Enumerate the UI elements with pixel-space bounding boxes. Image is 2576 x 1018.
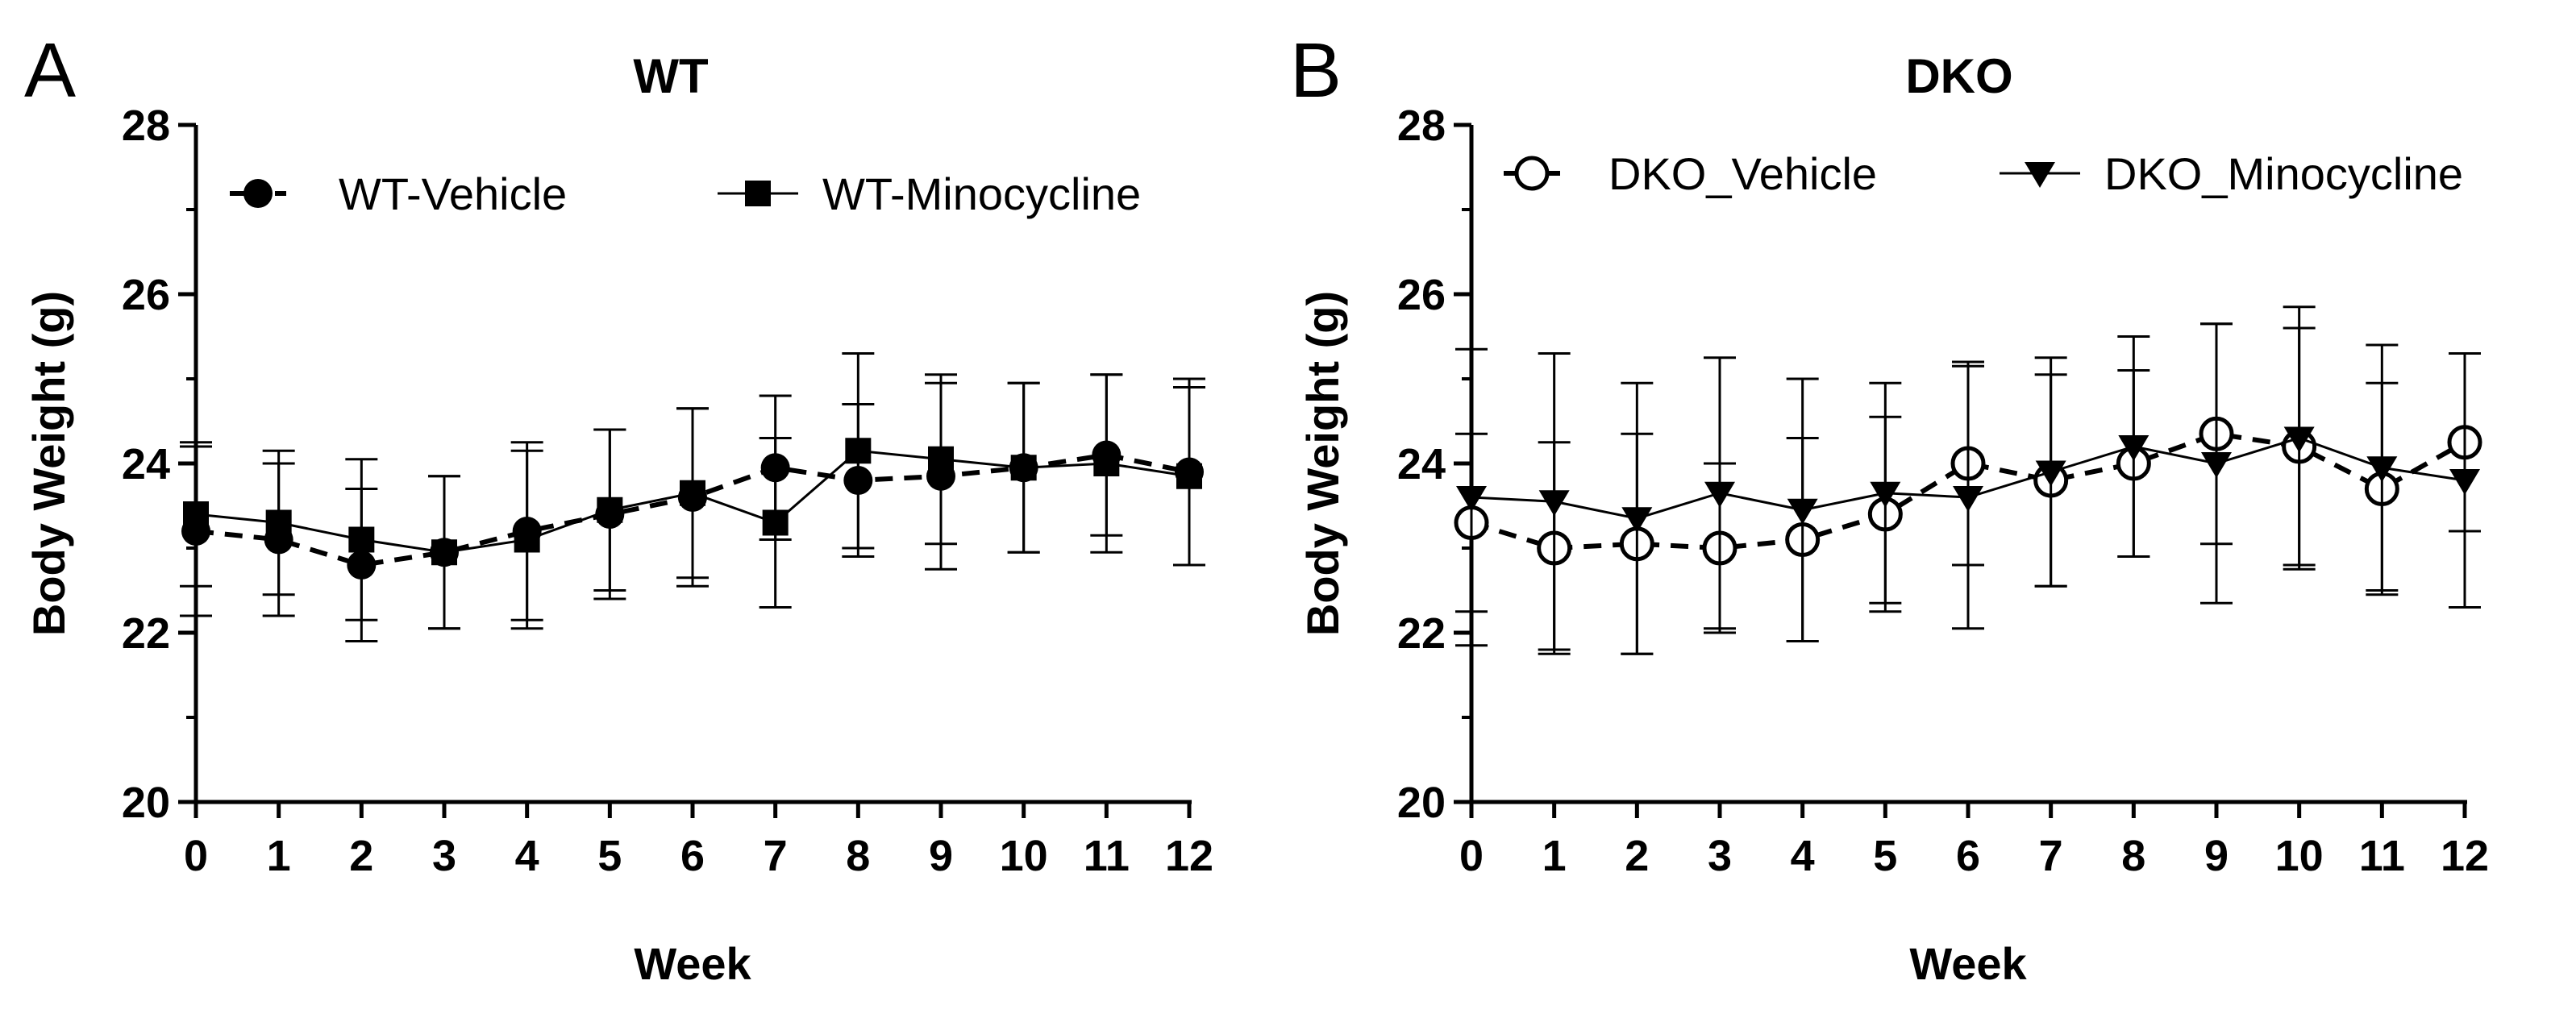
x-tick-label: 0	[1459, 832, 1484, 880]
y-tick-label: 20	[122, 779, 170, 827]
data-point	[348, 526, 375, 553]
data-point	[1953, 486, 1983, 512]
data-point	[845, 438, 872, 464]
x-tick-label: 5	[597, 832, 622, 880]
data-point	[928, 446, 954, 472]
x-tick-label: 11	[2359, 832, 2405, 880]
legend-entry: WT-Minocycline	[718, 168, 1141, 219]
legend-entry: DKO_Minocycline	[2000, 148, 2463, 199]
data-point	[2449, 469, 2480, 495]
y-tick-label: 26	[122, 271, 170, 319]
data-point	[1176, 463, 1202, 489]
x-tick-label: 12	[1165, 832, 1213, 880]
data-point	[1538, 490, 1570, 517]
data-point	[1787, 498, 1818, 525]
data-point	[183, 501, 209, 527]
data-point	[2035, 460, 2066, 487]
data-point	[1456, 486, 1487, 512]
y-axis-label: Body Weight (g)	[1297, 291, 1348, 636]
panel-letter: B	[1290, 27, 1342, 114]
x-tick-label: 11	[1084, 832, 1130, 880]
legend-marker	[745, 181, 771, 206]
x-tick-label: 2	[1625, 832, 1649, 880]
legend-label: WT-Minocycline	[822, 168, 1141, 219]
panel-letter: A	[24, 27, 76, 114]
data-point	[2366, 456, 2398, 483]
x-tick-label: 6	[1956, 832, 1980, 880]
x-tick-label: 6	[680, 832, 705, 880]
x-axis-label: Week	[634, 938, 751, 989]
data-point	[597, 497, 623, 523]
data-point	[1010, 455, 1037, 481]
legend-label: DKO_Vehicle	[1608, 148, 1877, 199]
y-tick-label: 24	[122, 440, 170, 488]
y-tick-label: 26	[1397, 271, 1446, 319]
chart-title: WT	[633, 49, 708, 103]
data-point	[431, 539, 457, 566]
y-tick-label: 22	[1397, 609, 1446, 658]
series-1	[1455, 305, 2481, 655]
x-tick-label: 8	[2121, 832, 2145, 880]
legend-entry: DKO_Vehicle	[1504, 148, 1877, 199]
x-tick-label: 8	[846, 832, 870, 880]
y-tick-label: 24	[1397, 440, 1446, 488]
legend-label: WT-Vehicle	[339, 168, 567, 219]
data-point	[514, 526, 540, 553]
legend-marker	[243, 179, 273, 208]
legend-marker	[2025, 162, 2055, 188]
data-point	[2201, 452, 2232, 478]
x-tick-label: 12	[2441, 832, 2489, 880]
data-point	[680, 480, 705, 506]
x-tick-label: 3	[1708, 832, 1732, 880]
legend-marker	[1514, 156, 1550, 191]
chart-title: DKO	[1905, 49, 2012, 103]
x-tick-label: 5	[1873, 832, 1897, 880]
x-tick-label: 2	[349, 832, 373, 880]
data-point	[762, 509, 789, 536]
x-tick-label: 9	[2204, 832, 2229, 880]
data-point	[2118, 435, 2149, 461]
data-point	[265, 509, 292, 536]
y-tick-label: 28	[122, 102, 170, 150]
data-point	[1704, 481, 1735, 508]
y-axis-label: Body Weight (g)	[23, 291, 74, 636]
x-tick-label: 7	[2039, 832, 2063, 880]
x-tick-label: 0	[184, 832, 208, 880]
y-tick-label: 20	[1397, 779, 1446, 827]
x-tick-label: 3	[432, 832, 456, 880]
x-tick-label: 4	[515, 832, 539, 880]
data-point	[1093, 451, 1120, 476]
x-tick-label: 1	[267, 832, 291, 880]
y-tick-label: 22	[122, 609, 170, 658]
y-tick-label: 28	[1397, 102, 1446, 150]
series-1	[180, 352, 1205, 630]
legend-label: DKO_Minocycline	[2104, 148, 2463, 199]
x-tick-label: 10	[2275, 832, 2324, 880]
x-tick-label: 9	[929, 832, 953, 880]
data-point	[1870, 481, 1901, 508]
legend-entry: WT-Vehicle	[230, 168, 567, 219]
x-tick-label: 4	[1791, 832, 1815, 880]
x-tick-label: 1	[1542, 832, 1567, 880]
x-tick-label: 10	[1000, 832, 1048, 880]
data-point	[1621, 507, 1653, 534]
x-tick-label: 7	[764, 832, 788, 880]
x-axis-label: Week	[1909, 938, 2027, 989]
data-point	[2283, 426, 2315, 453]
